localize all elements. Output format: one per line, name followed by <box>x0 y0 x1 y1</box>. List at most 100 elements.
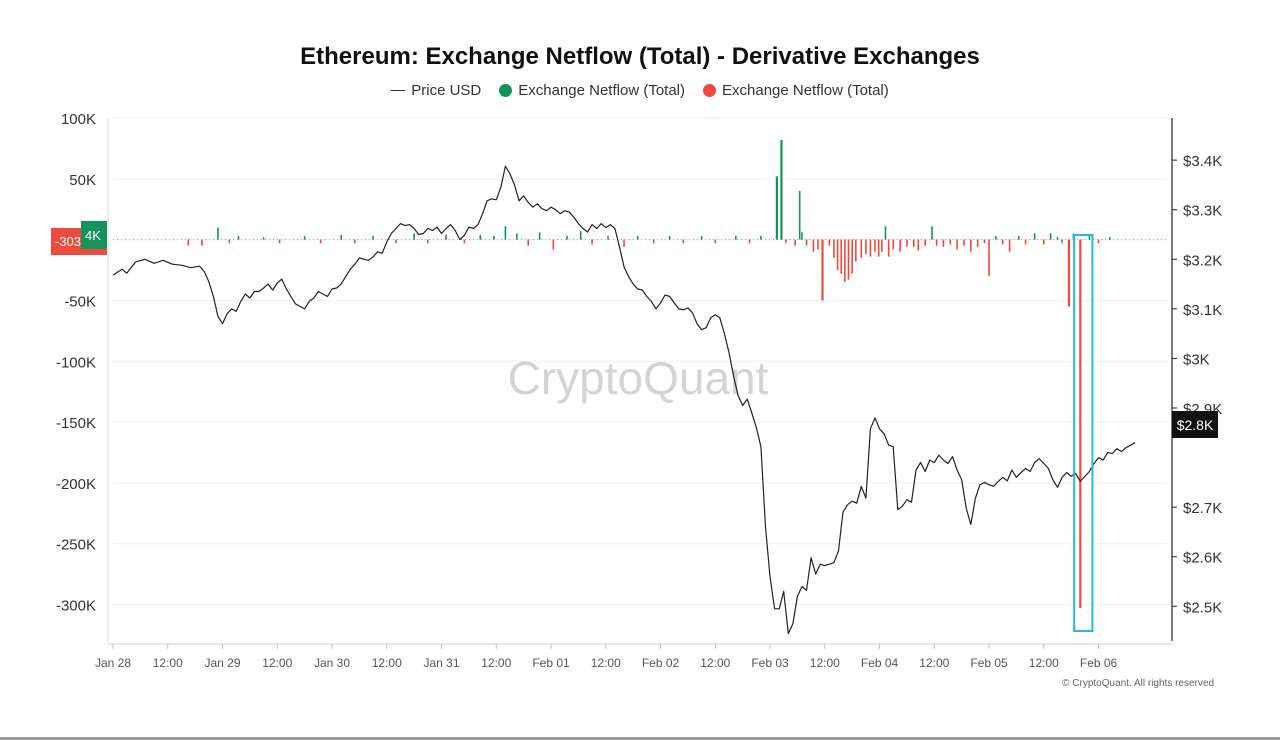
right-tick-label: $3.3K <box>1183 203 1222 220</box>
x-tick-label: 12:00 <box>153 656 183 670</box>
legend-label-price: Price USD <box>411 82 482 99</box>
netflow-bar <box>775 176 778 240</box>
netflow-bar <box>201 239 203 246</box>
x-tick-label: Jan 30 <box>314 656 350 670</box>
netflow-bars <box>187 139 1111 609</box>
netflow-bar <box>785 239 787 244</box>
current-price-badge <box>1172 411 1218 438</box>
netflow-bar <box>899 239 901 252</box>
netflow-bar <box>566 235 568 240</box>
x-tick-label: 12:00 <box>700 656 730 670</box>
left-tick-label: 50K <box>69 172 96 189</box>
right-tick-label: $3.4K <box>1183 153 1222 170</box>
netflow-bar <box>812 239 815 252</box>
netflow-bar <box>237 235 240 240</box>
x-tick-label: 12:00 <box>481 656 511 670</box>
chart-title: Ethereum: Exchange Netflow (Total) - Der… <box>300 43 980 70</box>
right-tick-label: $2.6K <box>1183 550 1222 567</box>
legend-label-netflow-positive: Exchange Netflow (Total) <box>518 82 685 99</box>
netflow-bar <box>493 235 495 240</box>
x-tick-label: Feb 05 <box>970 656 1008 670</box>
netflow-bar <box>1049 233 1052 240</box>
netflow-bar <box>278 239 281 244</box>
left-tick-label: -300K <box>56 598 96 615</box>
highlight-rect <box>1073 234 1094 632</box>
netflow-bar <box>801 232 803 240</box>
netflow-bar <box>354 239 356 244</box>
netflow-bar <box>865 239 867 255</box>
netflow-negative-badge-text: -303 <box>55 234 81 249</box>
green-dot-icon <box>499 84 513 97</box>
netflow-bar <box>887 239 890 257</box>
x-tick-label: Jan 29 <box>204 656 240 670</box>
left-tick-label: -250K <box>56 537 96 554</box>
netflow-bar <box>892 239 895 250</box>
netflow-bar <box>1056 237 1059 240</box>
x-tick-label: Feb 01 <box>532 656 570 670</box>
netflow-bar <box>1033 233 1036 240</box>
netflow-bar <box>860 239 863 258</box>
netflow-bar <box>413 233 415 240</box>
netflow-bar <box>983 239 986 244</box>
netflow-bar <box>319 239 322 244</box>
netflow-bar <box>970 239 972 252</box>
netflow-bar <box>869 239 872 257</box>
netflow-bar <box>855 239 857 262</box>
netflow-bar <box>187 239 190 246</box>
price-series <box>112 165 1136 635</box>
netflow-bar <box>748 239 751 244</box>
netflow-bar <box>668 235 671 240</box>
netflow-bar <box>1109 237 1111 240</box>
left-tick-label: -100K <box>56 354 96 371</box>
netflow-bar <box>942 239 945 247</box>
netflow-bar <box>798 190 801 240</box>
netflow-bar <box>682 239 685 244</box>
x-tick-label: Jan 28 <box>95 656 131 670</box>
netflow-bar <box>794 239 796 246</box>
netflow-bar <box>1024 239 1027 245</box>
netflow-bar <box>1008 239 1011 252</box>
netflow-bar <box>527 239 530 246</box>
netflow-bar <box>760 235 762 240</box>
netflow-bar <box>821 239 824 301</box>
netflow-bar <box>735 235 737 240</box>
netflow-bar <box>881 239 883 252</box>
netflow-bar <box>303 235 306 240</box>
netflow-bar <box>995 235 997 240</box>
x-tick-label: 12:00 <box>1029 656 1059 670</box>
right-tick-label: $2.7K <box>1183 500 1222 517</box>
netflow-bar <box>833 239 835 258</box>
x-tick-label: 12:00 <box>810 656 840 670</box>
netflow-bar <box>652 239 655 244</box>
highlight-box <box>1073 234 1094 632</box>
netflow-bar <box>844 239 846 283</box>
netflow-bar <box>949 239 952 245</box>
legend-item-price[interactable]: Price USD <box>391 82 481 99</box>
netflow-bar <box>884 226 887 240</box>
line-swatch-icon <box>391 90 406 91</box>
netflow-bar <box>445 234 447 240</box>
right-tick-label: $3K <box>1183 351 1210 368</box>
legend-item-netflow-positive[interactable]: Exchange Netflow (Total) <box>499 82 685 99</box>
netflow-bar <box>976 239 979 247</box>
netflow-bar <box>1061 239 1063 244</box>
netflow-bar <box>636 235 639 240</box>
left-tick-label: -150K <box>56 415 96 432</box>
right-tick-label: $3.2K <box>1183 252 1222 269</box>
x-tick-label: Feb 04 <box>861 656 899 670</box>
netflow-bar <box>1079 239 1082 609</box>
netflow-bar <box>516 233 518 240</box>
netflow-bar <box>988 239 990 277</box>
bottom-divider <box>0 737 1280 740</box>
chart-canvas[interactable]: CryptoQuant 100K 50K -50K -100K -150K -200K -2… <box>0 0 1280 700</box>
netflow-bar <box>538 232 541 240</box>
netflow-bar <box>1043 239 1045 245</box>
netflow-bar <box>1088 234 1091 240</box>
legend-item-netflow-negative[interactable]: Exchange Netflow (Total) <box>703 82 889 99</box>
netflow-bar <box>1097 239 1100 244</box>
netflow-positive-badge-text: 4K <box>85 228 101 243</box>
price-line <box>112 165 1136 635</box>
netflow-bar <box>700 235 703 240</box>
x-tick-label: 12:00 <box>591 656 621 670</box>
x-axis-ticks: Jan 28 12:00 Jan 29 12:00 Jan 30 12:00 Jan 31 1… <box>95 644 1118 670</box>
